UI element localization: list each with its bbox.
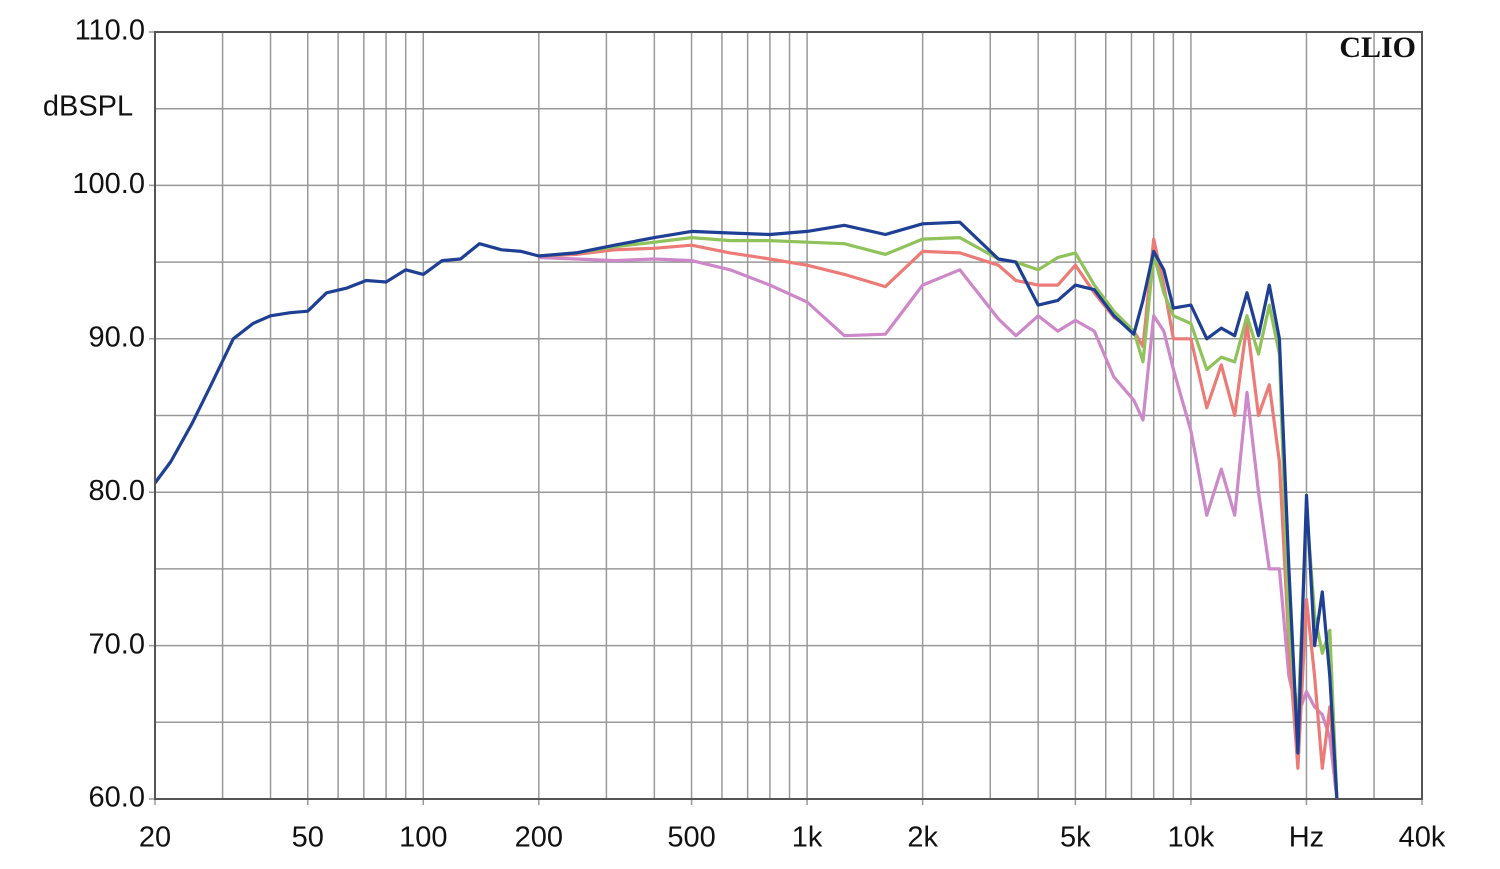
lines (153, 220, 1339, 800)
x-tick-label: 200 (515, 822, 563, 854)
x-tick-label: 10k (1168, 822, 1215, 854)
x-tick-label: 20 (139, 822, 171, 854)
y-tick-label: 60.0 (89, 782, 145, 814)
x-tick-label: 500 (667, 822, 715, 854)
x-tick-label: 40k (1399, 822, 1446, 854)
plot-frame (154, 31, 1423, 800)
series-line (153, 220, 1339, 800)
x-tick-label: 50 (292, 822, 324, 854)
x-tick-label: 5k (1060, 822, 1091, 854)
x-tick-label: 2k (907, 822, 938, 854)
series-line (538, 255, 1339, 800)
x-tick-label: 100 (399, 822, 447, 854)
watermark: CLIO (1339, 31, 1416, 64)
y-tick-label: 90.0 (89, 321, 145, 353)
y-tick-label: 80.0 (89, 475, 145, 507)
y-tick-label: 70.0 (89, 628, 145, 660)
y-axis-label: dBSPL (43, 91, 133, 123)
x-tick-label: 1k (792, 822, 823, 854)
y-tick-label: 100.0 (72, 168, 145, 200)
y-tick-label: 110.0 (75, 15, 145, 47)
x-tick-label: Hz (1289, 822, 1324, 854)
